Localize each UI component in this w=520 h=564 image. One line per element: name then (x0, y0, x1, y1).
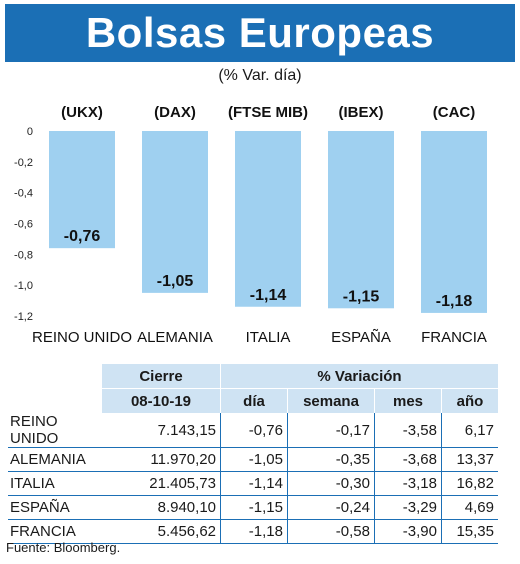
row-cierre: 21.405,73 (102, 471, 221, 496)
row-cierre: 8.940,10 (102, 495, 221, 520)
table-row: FRANCIA 5.456,62 -1,18 -0,58 -3,90 15,35 (8, 519, 498, 544)
data-label: -1,18 (436, 293, 473, 310)
bar (142, 131, 208, 293)
title-banner: Bolsas Europeas (5, 4, 515, 62)
source-note: Fuente: Bloomberg. (6, 540, 121, 555)
row-mes: -3,29 (374, 495, 442, 520)
y-tick-label: 0 (27, 126, 33, 138)
row-anio: 4,69 (441, 495, 498, 520)
bar (421, 131, 487, 313)
data-label: -1,05 (157, 273, 194, 290)
header-cierre: Cierre (102, 364, 221, 389)
table-row: ESPAÑA 8.940,10 -1,15 -0,24 -3,29 4,69 (8, 495, 498, 520)
bar (235, 131, 301, 307)
row-mes: -3,18 (374, 471, 442, 496)
page-title: Bolsas Europeas (85, 9, 435, 56)
table-row: REINO UNIDO 7.143,15 -0,76 -0,17 -3,58 6… (8, 413, 498, 448)
bar (328, 131, 394, 309)
y-tick-label: -0,6 (14, 219, 33, 231)
row-semana: -0,35 (287, 447, 375, 472)
row-name: FRANCIA (8, 519, 102, 544)
y-tick-label: -0,4 (14, 188, 33, 200)
subheader-mes: mes (374, 388, 442, 413)
x-tick-label: REINO UNIDO (32, 329, 132, 346)
data-label: -1,14 (250, 287, 287, 304)
index-code-label: (FTSE MIB) (228, 104, 308, 121)
subheader-dia: día (220, 388, 288, 413)
row-semana: -0,58 (287, 519, 375, 544)
row-anio: 16,82 (441, 471, 498, 496)
table-row: ITALIA 21.405,73 -1,14 -0,30 -3,18 16,82 (8, 471, 498, 496)
row-cierre: 11.970,20 (102, 447, 221, 472)
row-name: ESPAÑA (8, 495, 102, 520)
empty-subheader-cell (8, 388, 102, 413)
row-anio: 13,37 (441, 447, 498, 472)
chart-subtitle: (% Var. día) (218, 67, 302, 84)
row-cierre: 7.143,15 (102, 413, 221, 448)
bar (49, 131, 115, 249)
row-name: ITALIA (8, 471, 102, 496)
data-label: -0,76 (64, 228, 101, 245)
subheader-semana: semana (287, 388, 375, 413)
x-tick-label: ALEMANIA (137, 329, 213, 346)
row-semana: -0,24 (287, 495, 375, 520)
index-code-label: (CAC) (433, 104, 476, 121)
y-tick-label: -1,0 (14, 280, 33, 292)
row-mes: -3,58 (374, 413, 442, 448)
data-label: -1,15 (343, 288, 380, 305)
index-code-label: (UKX) (61, 104, 103, 121)
x-tick-label: FRANCIA (421, 329, 487, 346)
row-dia: -1,14 (220, 471, 288, 496)
empty-header-cell (8, 364, 102, 389)
y-tick-label: -0,8 (14, 249, 33, 261)
x-tick-label: ESPAÑA (331, 329, 391, 346)
index-code-label: (IBEX) (339, 104, 384, 121)
table-header-row: Cierre % Variación (8, 364, 498, 389)
subheader-anio: año (441, 388, 498, 413)
row-dia: -0,76 (220, 413, 288, 448)
row-mes: -3,90 (374, 519, 442, 544)
row-semana: -0,30 (287, 471, 375, 496)
row-cierre: 5.456,62 (102, 519, 221, 544)
table-row: ALEMANIA 11.970,20 -1,05 -0,35 -3,68 13,… (8, 447, 498, 472)
bar-chart: 0 -0,2 -0,4 -0,6 -0,8 -1,0 -1,2 (UKX) -0,76 REINO… (14, 104, 487, 346)
data-table: Cierre % Variación 08-10-19 día semana m… (8, 364, 498, 544)
table-subheader-row: 08-10-19 día semana mes año (8, 388, 498, 413)
index-code-label: (DAX) (154, 104, 196, 121)
row-anio: 6,17 (441, 413, 498, 448)
header-variacion: % Variación (220, 364, 498, 389)
row-dia: -1,18 (220, 519, 288, 544)
row-anio: 15,35 (441, 519, 498, 544)
y-tick-label: -1,2 (14, 311, 33, 323)
row-semana: -0,17 (287, 413, 375, 448)
x-tick-label: ITALIA (246, 329, 291, 346)
row-name: ALEMANIA (8, 447, 102, 472)
y-tick-label: -0,2 (14, 157, 33, 169)
row-mes: -3,68 (374, 447, 442, 472)
row-dia: -1,05 (220, 447, 288, 472)
row-dia: -1,15 (220, 495, 288, 520)
row-name: REINO UNIDO (8, 413, 102, 448)
header-date: 08-10-19 (102, 388, 221, 413)
